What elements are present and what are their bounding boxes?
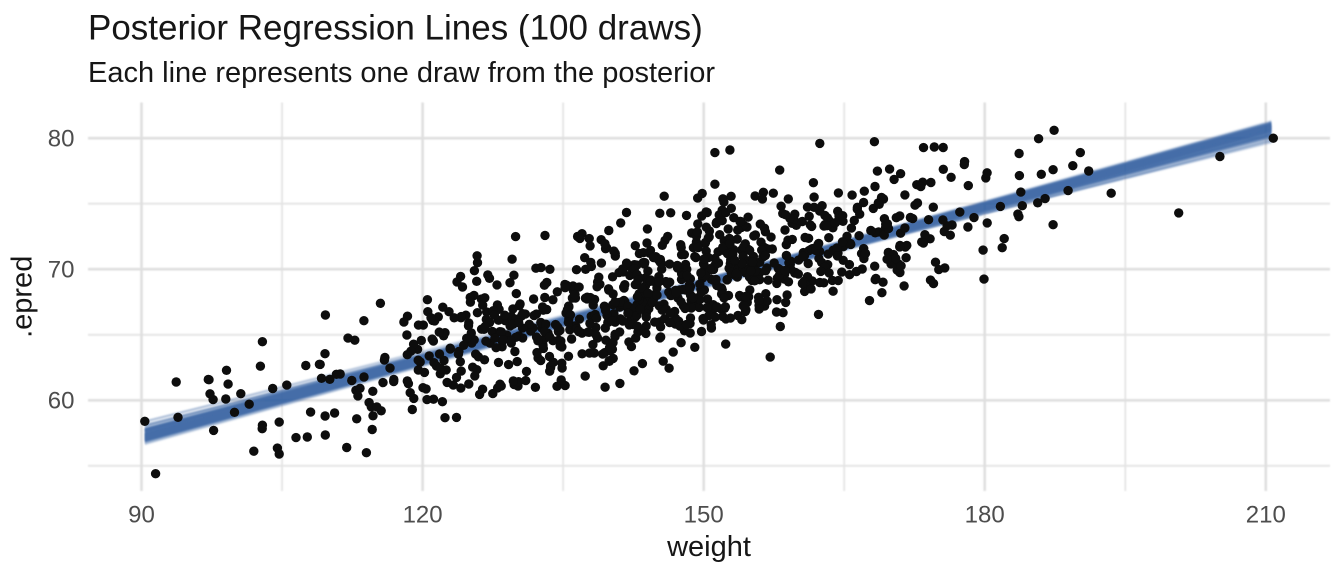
svg-text:90: 90 xyxy=(128,502,155,529)
svg-text:210: 210 xyxy=(1246,502,1286,529)
svg-text:120: 120 xyxy=(403,502,443,529)
svg-text:180: 180 xyxy=(965,502,1005,529)
svg-text:80: 80 xyxy=(48,126,75,153)
svg-text:weight: weight xyxy=(666,531,751,563)
svg-text:Posterior Regression Lines (10: Posterior Regression Lines (100 draws) xyxy=(88,9,703,48)
svg-text:Each line represents one draw: Each line represents one draw from the p… xyxy=(88,57,715,89)
svg-text:150: 150 xyxy=(684,502,724,529)
svg-text:60: 60 xyxy=(48,388,75,415)
svg-text:.epred: .epred xyxy=(7,256,39,338)
svg-text:70: 70 xyxy=(48,257,75,284)
